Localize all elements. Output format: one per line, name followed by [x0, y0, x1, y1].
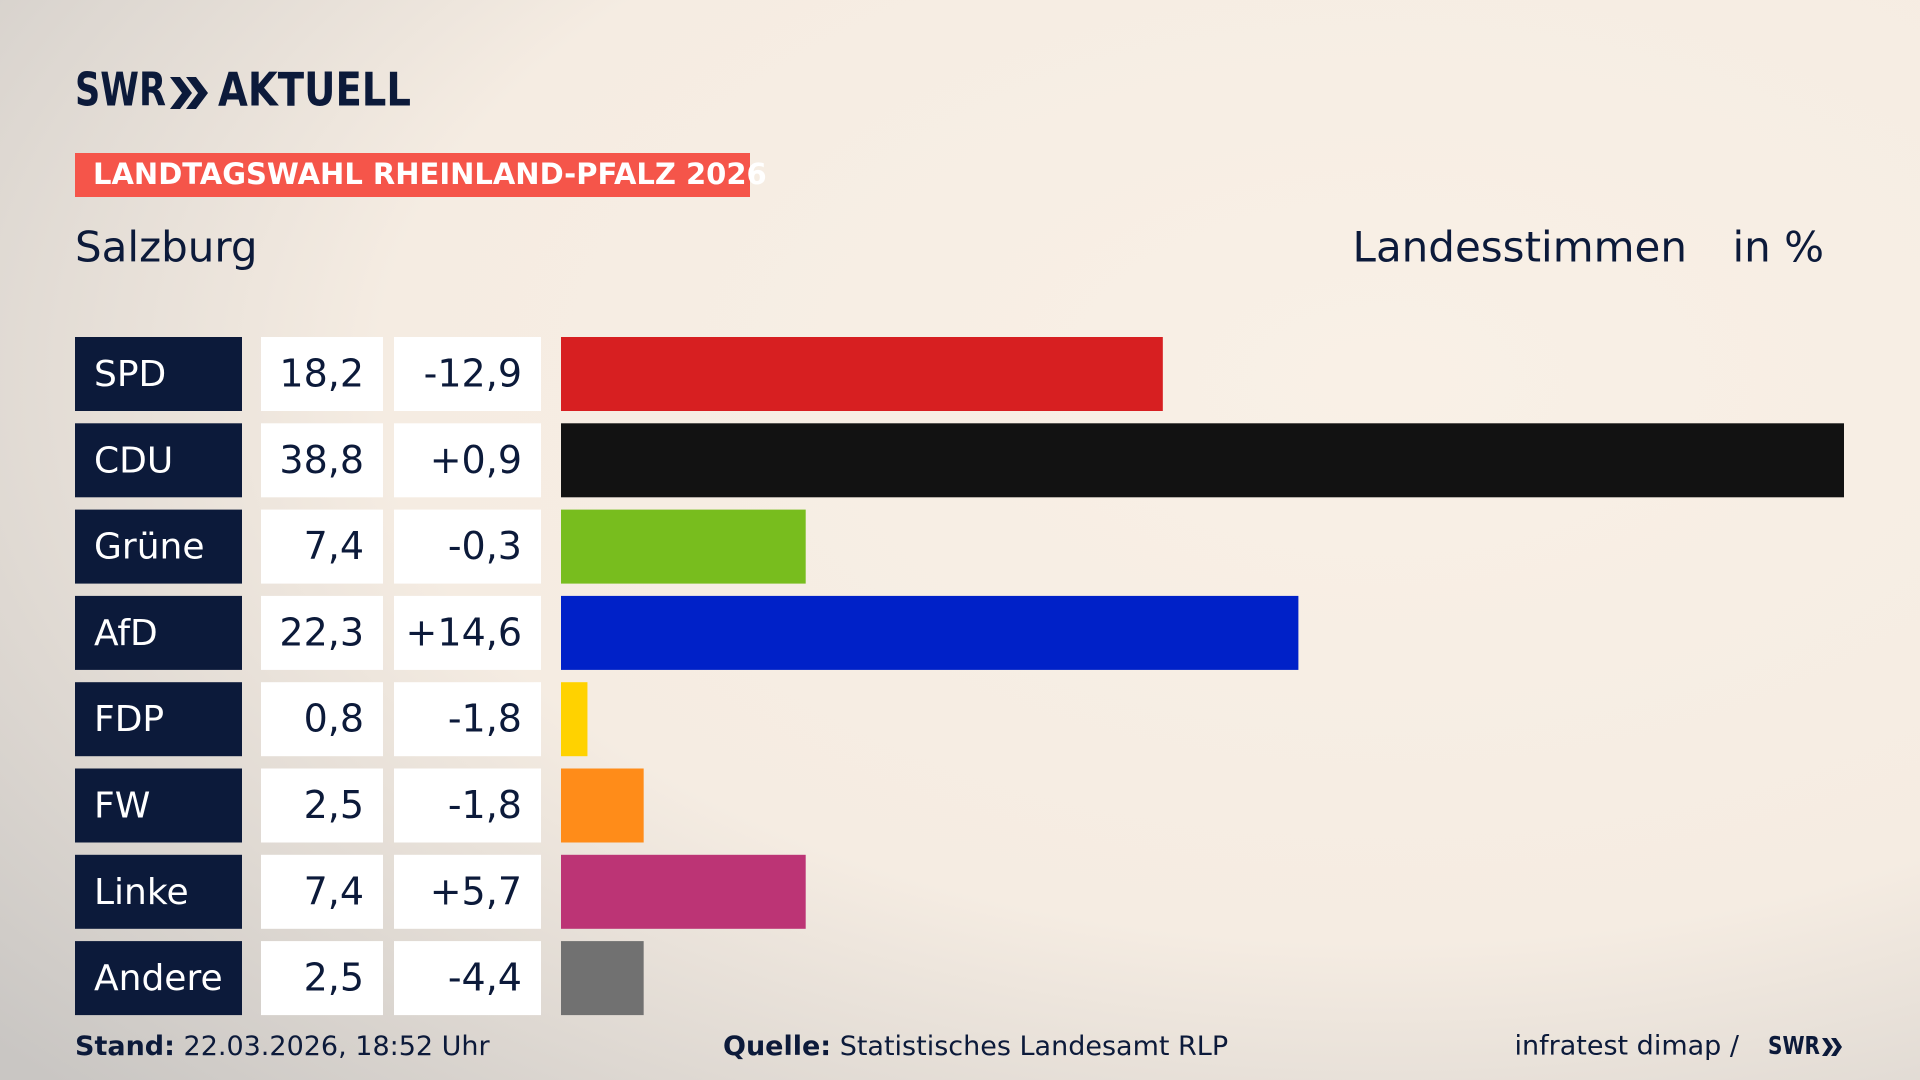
bar — [561, 768, 644, 843]
value-label: 2,5 — [304, 956, 364, 1000]
party-box — [75, 509, 242, 584]
credit: infratest dimap / — [1514, 1031, 1739, 1062]
bar — [561, 423, 1844, 498]
value-box — [261, 509, 383, 584]
party-label: AfD — [94, 613, 158, 654]
bar — [561, 509, 806, 584]
bar — [561, 941, 644, 1016]
party-label: Grüne — [94, 527, 204, 568]
party-box — [75, 854, 242, 929]
value-label: 7,4 — [304, 524, 364, 568]
party-box — [75, 337, 242, 411]
party-label: SPD — [94, 354, 166, 395]
change-label: -1,8 — [448, 783, 522, 827]
value-label: 7,4 — [304, 869, 364, 913]
value-label: 0,8 — [304, 697, 364, 741]
chart-title: Salzburg — [75, 223, 258, 272]
party-box — [75, 423, 242, 498]
value-label: 18,2 — [279, 352, 364, 396]
change-label: -0,3 — [448, 524, 522, 568]
unit-heading: in % — [1732, 223, 1824, 272]
party-label: FDP — [94, 699, 164, 740]
change-label: -4,4 — [448, 956, 522, 1000]
bar — [561, 682, 588, 757]
change-box — [394, 941, 541, 1016]
change-label: -1,8 — [448, 697, 522, 741]
change-box — [394, 595, 541, 670]
footer-stand: Stand: 22.03.2026, 18:52 Uhr — [75, 1031, 491, 1062]
value-label: 38,8 — [279, 438, 364, 482]
value-box — [261, 854, 383, 929]
party-box — [75, 595, 242, 670]
party-label: Andere — [94, 958, 223, 999]
value-heading: Landesstimmen — [1353, 223, 1687, 272]
brand-chevrons — [170, 77, 208, 109]
tag: LANDTAGSWAHL RHEINLAND-PFALZ 2026 — [93, 157, 767, 191]
brand: SWR — [75, 63, 166, 117]
bar — [561, 854, 806, 929]
brand-sub: AKTUELL — [218, 63, 411, 117]
source-label: Quelle: — [723, 1031, 831, 1062]
change-box — [394, 682, 541, 757]
change-box — [394, 337, 541, 411]
value-label: 2,5 — [304, 783, 364, 827]
value-box — [261, 595, 383, 670]
source: Statistisches Landesamt RLP — [840, 1031, 1228, 1062]
party-label: CDU — [94, 440, 173, 481]
value-box — [261, 423, 383, 498]
party-box — [75, 941, 242, 1016]
party-box — [75, 768, 242, 843]
bar — [561, 595, 1299, 670]
change-box — [394, 423, 541, 498]
stand-label: Stand: — [75, 1031, 175, 1062]
change-label: -12,9 — [424, 352, 522, 396]
value-box — [261, 768, 383, 843]
party-box — [75, 682, 242, 757]
value-box — [261, 941, 383, 1016]
change-box — [394, 854, 541, 929]
value-box — [261, 337, 383, 411]
value-box — [261, 682, 383, 757]
change-label: +5,7 — [430, 869, 522, 913]
value-label: 22,3 — [279, 610, 364, 654]
rows: SPD 18,2 -12,9 CDU 38,8 +0,9 Grüne 7,4 -0,3 AfD 22… — [75, 337, 1844, 1016]
party-label: FW — [94, 786, 150, 827]
change-box — [394, 509, 541, 584]
footer-source: Quelle: Statistisches Landesamt RLP — [723, 1031, 1228, 1062]
credit-brand: SWR — [1768, 1031, 1820, 1060]
bar — [561, 337, 1163, 411]
change-box — [394, 768, 541, 843]
change-label: +0,9 — [430, 438, 522, 482]
party-label: Linke — [94, 872, 189, 913]
credit-chevrons — [1822, 1038, 1842, 1056]
tag-box — [75, 153, 750, 197]
change-label: +14,6 — [406, 610, 522, 654]
stand: 22.03.2026, 18:52 Uhr — [184, 1031, 491, 1062]
